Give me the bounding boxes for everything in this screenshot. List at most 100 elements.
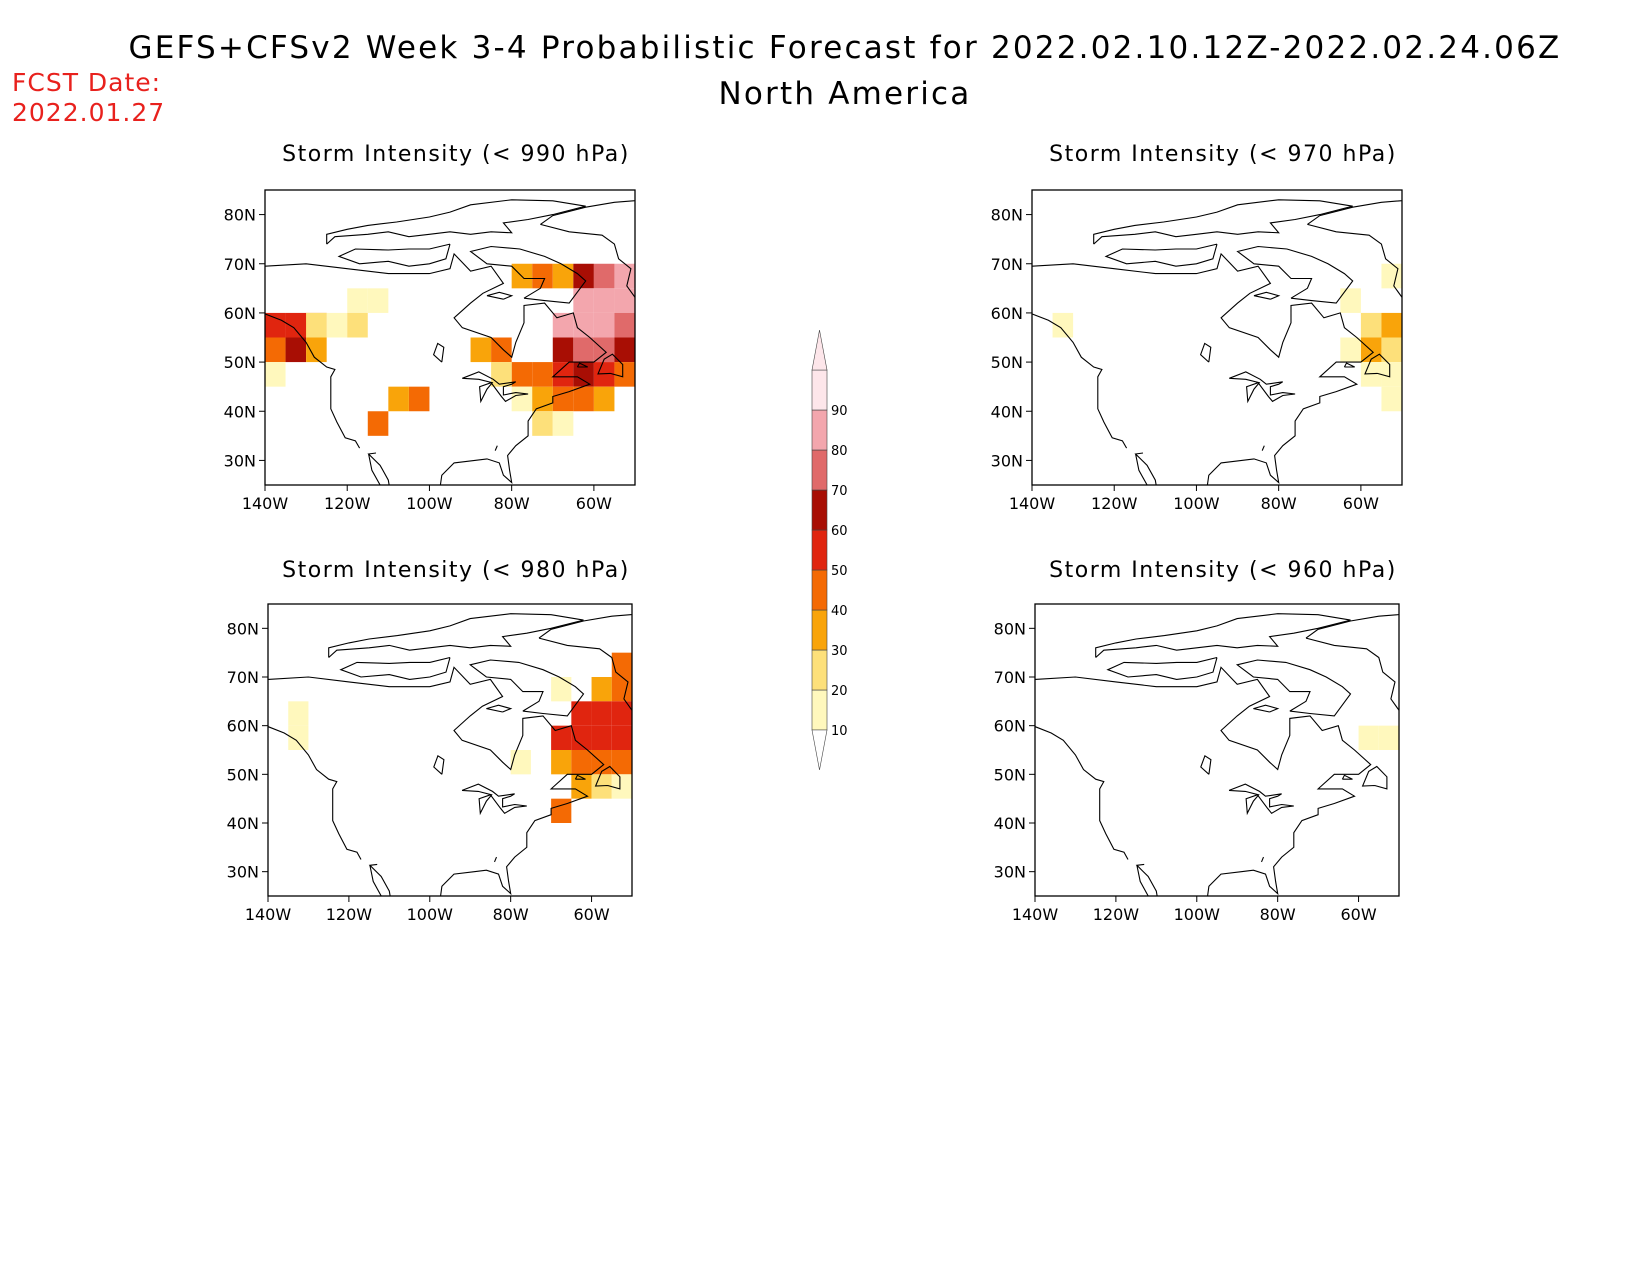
probability-cell xyxy=(265,362,286,387)
probability-cell xyxy=(552,337,574,363)
probability-cells xyxy=(288,652,632,823)
probability-cell xyxy=(614,263,635,289)
colorbar-swatch xyxy=(811,689,828,731)
lat-tick-label: 30N xyxy=(991,451,1023,470)
probability-cell xyxy=(326,312,348,338)
coastline xyxy=(1253,704,1280,713)
probability-cells xyxy=(265,263,635,436)
probability-cell xyxy=(591,725,612,750)
probability-cell xyxy=(285,337,307,363)
lat-tick-label: 60N xyxy=(991,304,1023,323)
probability-cell xyxy=(573,263,594,289)
lon-tick-label: 140W xyxy=(245,905,292,924)
lon-tick-label: 140W xyxy=(1012,905,1059,924)
probability-cell xyxy=(573,312,594,338)
coastline xyxy=(1093,199,1353,245)
coastline xyxy=(594,765,621,790)
probability-cell xyxy=(510,750,531,775)
probability-cell xyxy=(367,411,389,436)
lat-tick-label: 30N xyxy=(224,451,256,470)
probability-cell xyxy=(511,362,533,387)
colorbar-label: 50 xyxy=(831,564,848,579)
colorbar-label: 20 xyxy=(831,684,848,699)
lat-tick-label: 60N xyxy=(227,717,259,736)
probability-cell xyxy=(470,337,492,363)
probability-cell xyxy=(367,288,389,313)
coastline xyxy=(1134,452,1157,485)
coastline xyxy=(326,199,586,245)
lat-tick-label: 70N xyxy=(994,668,1026,687)
probability-cell xyxy=(532,263,553,289)
coastline xyxy=(1035,726,1129,860)
coastline xyxy=(1199,342,1212,363)
probability-cell xyxy=(1378,725,1399,750)
coastline xyxy=(493,856,498,863)
coastline xyxy=(1364,353,1391,378)
colorbar-swatch xyxy=(811,569,828,611)
probability-cell xyxy=(552,411,574,436)
lon-tick-label: 120W xyxy=(1093,905,1140,924)
coastline xyxy=(1228,783,1294,816)
colorbar-swatch xyxy=(811,449,828,491)
probability-cell xyxy=(551,798,572,823)
lon-tick-label: 120W xyxy=(324,494,371,513)
coastline xyxy=(468,659,585,717)
probability-cell xyxy=(614,337,635,363)
lon-tick-label: 80W xyxy=(1261,494,1297,513)
coastline xyxy=(432,342,445,363)
lon-tick-label: 100W xyxy=(407,905,454,924)
panel-title-980: Storm Intensity (< 980 hPa) xyxy=(282,558,630,583)
probability-cells xyxy=(1358,725,1399,750)
lat-tick-label: 50N xyxy=(994,765,1026,784)
lon-tick-label: 80W xyxy=(1260,905,1296,924)
coastline xyxy=(1229,371,1296,404)
coastline xyxy=(268,666,605,896)
lat-tick-label: 70N xyxy=(991,255,1023,274)
lat-tick-label: 70N xyxy=(224,255,256,274)
probability-cell xyxy=(408,386,430,412)
probability-cell xyxy=(573,337,594,363)
probability-cell xyxy=(491,362,512,387)
lon-tick-label: 100W xyxy=(1174,905,1221,924)
probability-cell xyxy=(491,337,512,363)
probability-cell xyxy=(532,362,553,387)
probability-cell xyxy=(573,288,594,313)
probability-cell xyxy=(1358,725,1379,750)
probability-cell xyxy=(306,337,327,363)
coastline xyxy=(576,362,588,368)
lat-tick-label: 40N xyxy=(994,814,1026,833)
lat-tick-label: 40N xyxy=(224,402,256,421)
probability-cell xyxy=(593,362,615,387)
probability-cell xyxy=(552,312,574,338)
probability-cell xyxy=(1340,288,1361,313)
coastline xyxy=(1253,291,1281,300)
lat-tick-label: 70N xyxy=(227,668,259,687)
probability-cell xyxy=(593,288,615,313)
probability-cell xyxy=(285,312,307,338)
probability-cell xyxy=(571,701,592,726)
lat-tick-label: 40N xyxy=(991,402,1023,421)
coastline xyxy=(1200,754,1212,775)
probability-cell xyxy=(1381,337,1402,363)
probability-cell xyxy=(347,288,368,313)
lon-tick-label: 60W xyxy=(573,905,609,924)
map-frame xyxy=(1031,189,1403,486)
probability-cell xyxy=(591,701,612,726)
colorbar-label: 60 xyxy=(831,524,848,539)
probability-cell xyxy=(306,312,327,338)
coastline xyxy=(1106,656,1218,680)
coastline xyxy=(1104,243,1218,267)
probability-cell xyxy=(571,750,592,775)
panel-title-970: Storm Intensity (< 970 hPa) xyxy=(1049,142,1397,167)
probability-cell xyxy=(611,725,632,750)
lat-tick-label: 30N xyxy=(994,863,1026,882)
coastline xyxy=(368,863,391,896)
lon-tick-label: 100W xyxy=(406,494,453,513)
probability-cell xyxy=(573,362,594,387)
coastline xyxy=(265,252,608,485)
lat-tick-label: 80N xyxy=(994,619,1026,638)
probability-cell xyxy=(552,386,574,412)
probability-cell xyxy=(532,411,553,436)
probability-cell xyxy=(1360,362,1382,387)
